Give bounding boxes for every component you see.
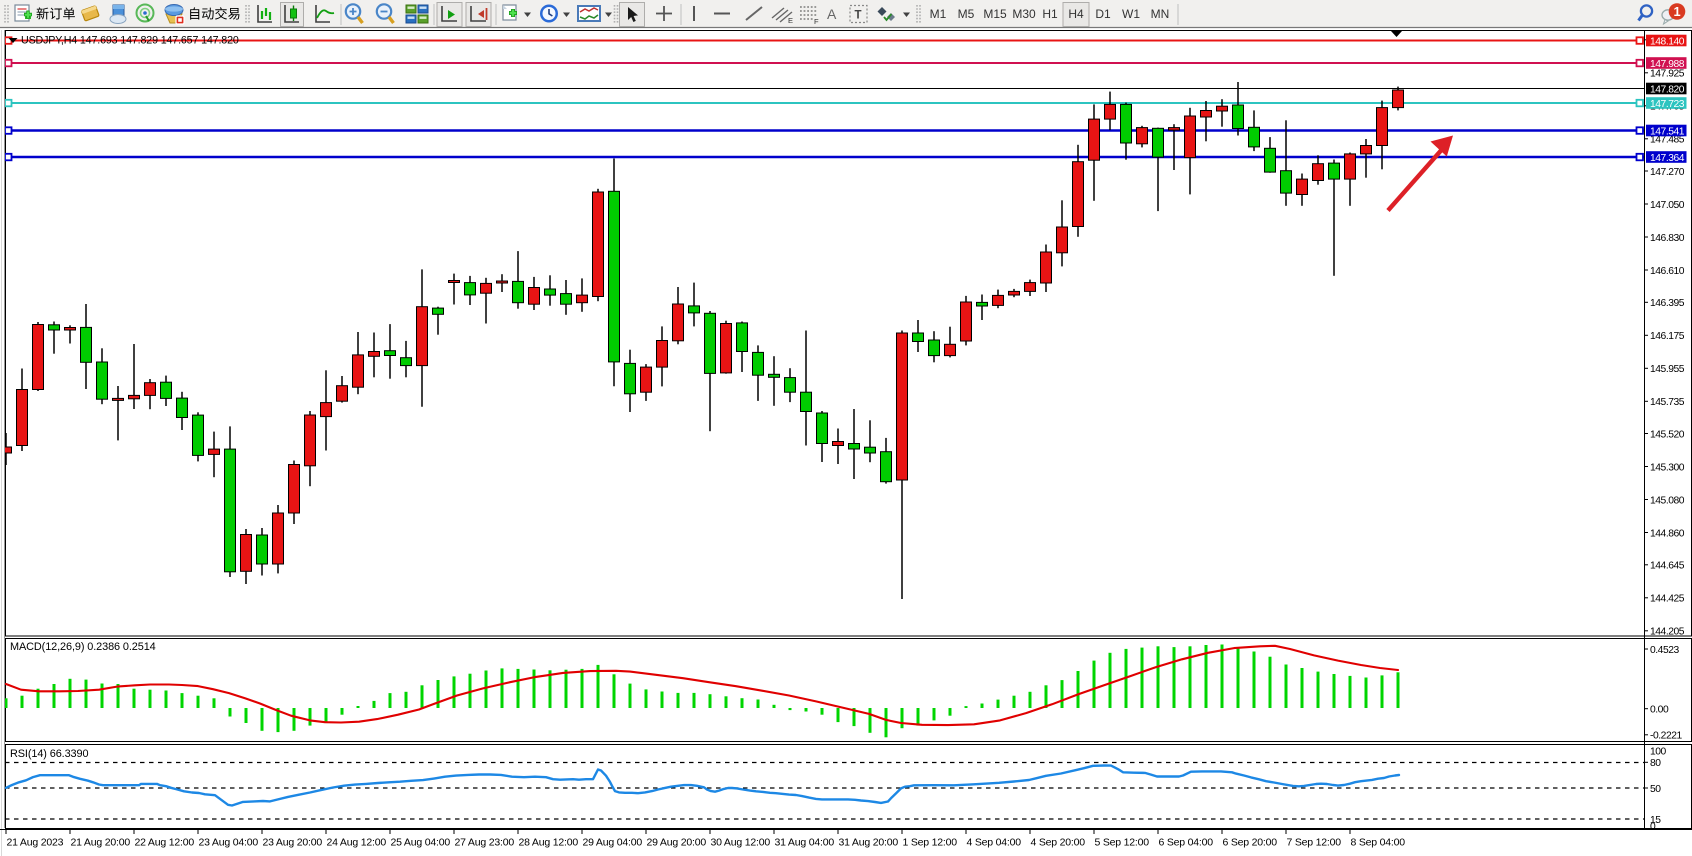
svg-text:0.4523: 0.4523 (1650, 645, 1680, 656)
svg-text:146.830: 146.830 (1650, 233, 1685, 244)
svg-text:23 Aug 20:00: 23 Aug 20:00 (263, 837, 323, 849)
svg-text:D1: D1 (1095, 7, 1111, 21)
svg-text:M30: M30 (1012, 7, 1036, 21)
svg-text:100: 100 (1650, 746, 1667, 757)
svg-text:147.485: 147.485 (1650, 135, 1685, 146)
svg-text:28 Aug 12:00: 28 Aug 12:00 (519, 837, 579, 849)
svg-text:15: 15 (1650, 815, 1661, 826)
svg-text:144.425: 144.425 (1650, 594, 1685, 605)
svg-text:147.988: 147.988 (1650, 59, 1685, 70)
svg-text:USDJPY,H4 147.693 147.829 147: USDJPY,H4 147.693 147.829 147.657 147.82… (21, 35, 239, 47)
svg-text:147.925: 147.925 (1650, 69, 1685, 80)
svg-text:21 Aug 2023: 21 Aug 2023 (7, 837, 64, 849)
svg-text:0.00: 0.00 (1650, 705, 1669, 716)
svg-text:22 Aug 12:00: 22 Aug 12:00 (135, 837, 195, 849)
svg-text:29 Aug 20:00: 29 Aug 20:00 (647, 837, 707, 849)
svg-text:145.080: 145.080 (1650, 495, 1685, 506)
svg-text:25 Aug 04:00: 25 Aug 04:00 (391, 837, 451, 849)
svg-text:6 Sep 20:00: 6 Sep 20:00 (1223, 837, 1278, 849)
svg-text:H1: H1 (1042, 7, 1058, 21)
svg-text:31 Aug 20:00: 31 Aug 20:00 (839, 837, 899, 849)
svg-text:145.520: 145.520 (1650, 429, 1685, 440)
svg-text:144.645: 144.645 (1650, 561, 1685, 572)
svg-text:5 Sep 12:00: 5 Sep 12:00 (1095, 837, 1150, 849)
svg-text:8 Sep 04:00: 8 Sep 04:00 (1351, 837, 1406, 849)
svg-text:1: 1 (1673, 4, 1680, 19)
svg-text:RSI(14) 66.3390: RSI(14) 66.3390 (10, 748, 88, 760)
svg-text:6 Sep 04:00: 6 Sep 04:00 (1159, 837, 1214, 849)
svg-text:146.175: 146.175 (1650, 331, 1685, 342)
svg-text:4 Sep 20:00: 4 Sep 20:00 (1031, 837, 1086, 849)
svg-text:147.364: 147.364 (1650, 153, 1685, 164)
svg-text:A: A (827, 6, 837, 22)
svg-text:1 Sep 12:00: 1 Sep 12:00 (903, 837, 958, 849)
svg-text:148.140: 148.140 (1650, 36, 1685, 47)
svg-text:4 Sep 04:00: 4 Sep 04:00 (967, 837, 1022, 849)
svg-text:31 Aug 04:00: 31 Aug 04:00 (775, 837, 835, 849)
svg-text:146.395: 146.395 (1650, 298, 1685, 309)
svg-text:147.541: 147.541 (1650, 126, 1685, 137)
svg-text:T: T (855, 10, 862, 22)
svg-text:50: 50 (1650, 784, 1661, 795)
svg-text:80: 80 (1650, 758, 1661, 769)
svg-text:24 Aug 12:00: 24 Aug 12:00 (327, 837, 387, 849)
svg-text:145.300: 145.300 (1650, 462, 1685, 473)
svg-text:M15: M15 (983, 7, 1007, 21)
svg-text:145.955: 145.955 (1650, 364, 1685, 375)
svg-text:146.610: 146.610 (1650, 266, 1685, 277)
svg-text:145.735: 145.735 (1650, 397, 1685, 408)
svg-text:-0.2221: -0.2221 (1650, 731, 1682, 742)
svg-text:E: E (788, 16, 793, 25)
svg-text:147.050: 147.050 (1650, 200, 1685, 211)
svg-text:147.270: 147.270 (1650, 167, 1685, 178)
svg-text:144.860: 144.860 (1650, 528, 1685, 539)
svg-text:29 Aug 04:00: 29 Aug 04:00 (583, 837, 643, 849)
svg-text:M5: M5 (958, 7, 975, 21)
svg-text:7 Sep 12:00: 7 Sep 12:00 (1287, 837, 1342, 849)
svg-text:M1: M1 (930, 7, 947, 21)
svg-text:F: F (814, 17, 819, 26)
svg-text:H4: H4 (1068, 7, 1084, 21)
svg-text:W1: W1 (1122, 7, 1140, 21)
svg-text:0: 0 (1650, 821, 1656, 832)
svg-text:MN: MN (1151, 7, 1170, 21)
svg-text:144.205: 144.205 (1650, 627, 1685, 638)
svg-text:27 Aug 23:00: 27 Aug 23:00 (455, 837, 515, 849)
svg-text:147.723: 147.723 (1650, 99, 1685, 110)
svg-text:23 Aug 04:00: 23 Aug 04:00 (199, 837, 259, 849)
svg-text:147.820: 147.820 (1650, 84, 1685, 95)
svg-text:21 Aug 20:00: 21 Aug 20:00 (71, 837, 131, 849)
svg-text:30 Aug 12:00: 30 Aug 12:00 (711, 837, 771, 849)
svg-text:MACD(12,26,9) 0.2386 0.2514: MACD(12,26,9) 0.2386 0.2514 (10, 641, 156, 653)
